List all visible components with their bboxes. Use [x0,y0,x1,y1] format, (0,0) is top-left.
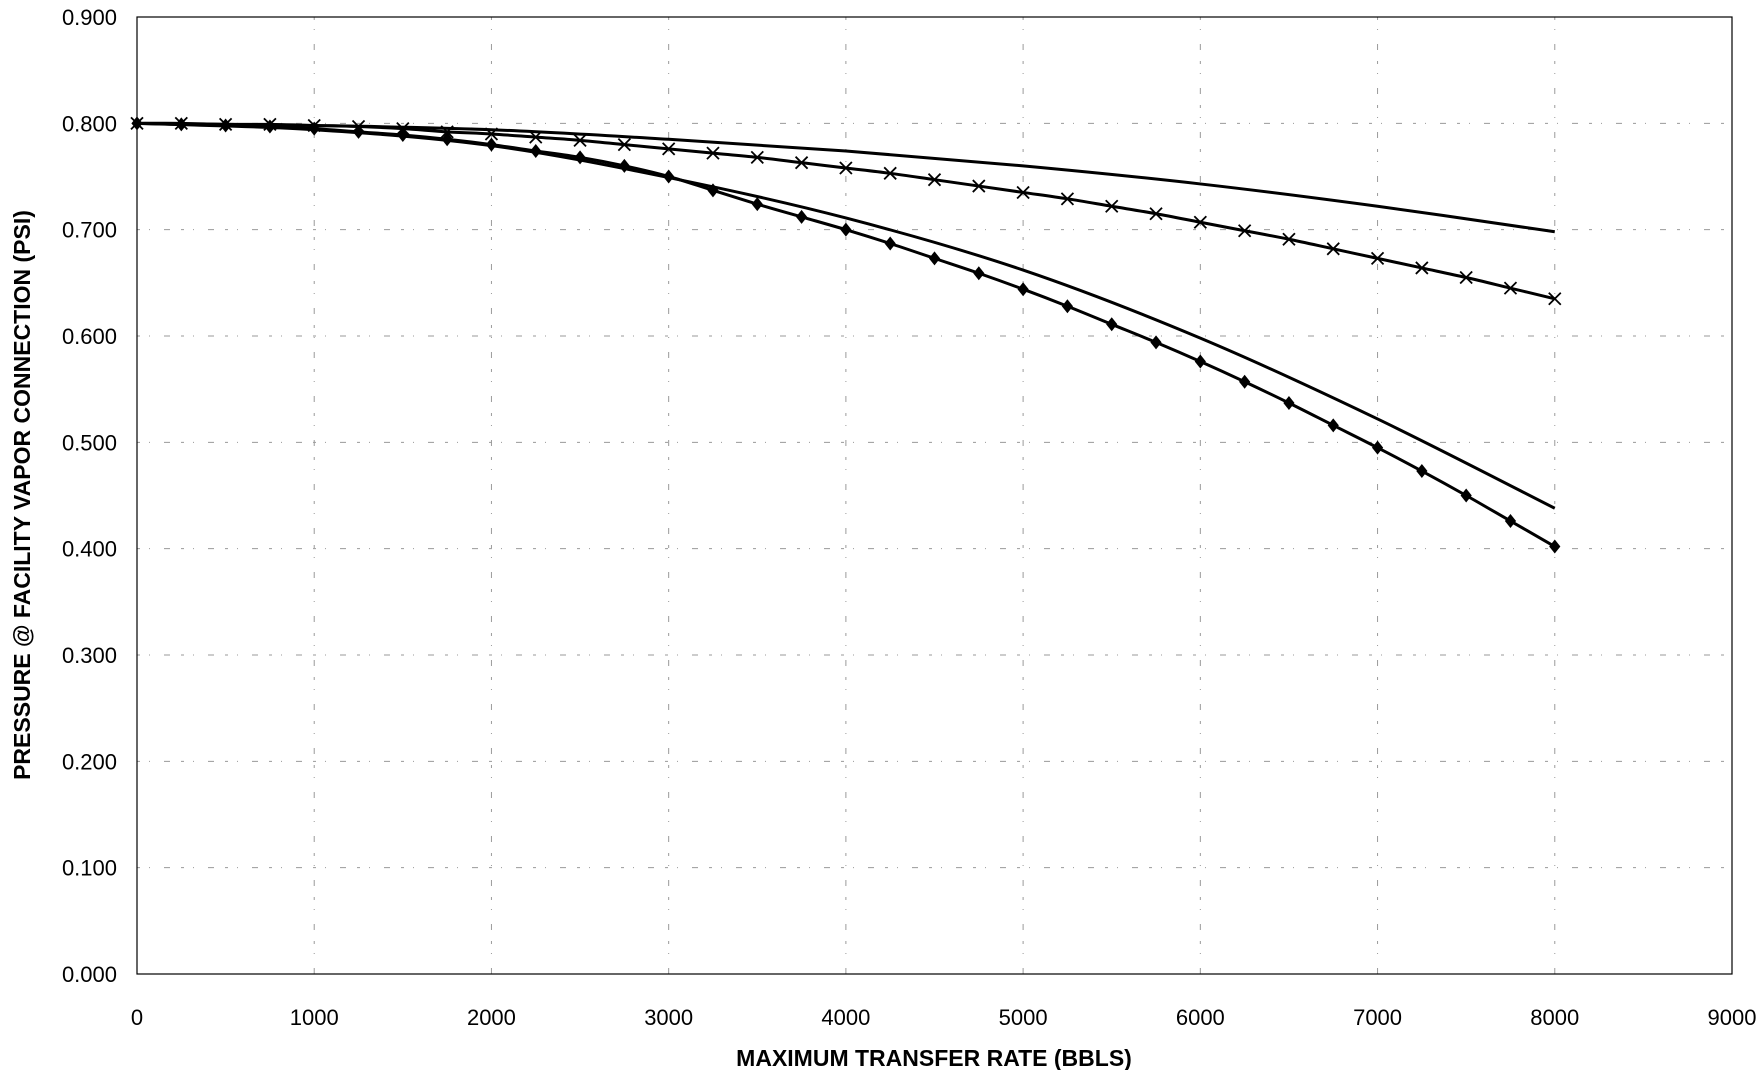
diamond-marker [1327,418,1339,433]
diamond-marker [352,124,365,139]
x-marker [1459,270,1473,285]
y-tick-label: 0.900 [62,5,117,30]
diamond-marker [1194,354,1206,369]
diamond-marker [264,119,276,134]
diamond-marker [175,117,187,132]
diamond-marker [1504,514,1517,529]
series-layer [136,121,1556,548]
diamond-marker [397,128,409,143]
x-tick-label: 8000 [1530,1005,1579,1030]
x-tick-label: 9000 [1708,1005,1757,1030]
x-tick-labels: 0 1000 2000 3000 4000 5000 6000 7000 8000 9000 [131,1005,1757,1030]
x-marker [662,142,676,156]
y-tick-label: 0.100 [62,856,117,881]
diamond-marker [751,197,763,212]
diamond-marker [1371,440,1384,455]
x-marker [794,156,809,170]
diamond-marker [973,266,985,281]
diamond-marker [1416,464,1428,479]
x-marker [617,137,631,152]
diamond-marker [618,158,630,173]
diamond-marker [220,118,232,133]
x-marker [1548,292,1562,306]
x-tick-label: 6000 [1176,1005,1225,1030]
diamond-marker [1460,488,1472,503]
y-tick-label: 0.200 [62,749,117,774]
x-marker [440,125,454,139]
x-marker [1149,207,1163,221]
diamond-marker [884,236,896,251]
diamond-marker [530,143,542,158]
diamond-marker [1283,395,1295,410]
y-tick-label: 0.400 [62,537,117,562]
x-marker [1503,281,1518,295]
diamond-marker [1549,539,1561,554]
x-marker [750,150,764,164]
diamond-marker [441,132,453,147]
y-tick-label: 0.700 [62,218,117,243]
diamond-marker [1017,282,1029,297]
diamond-marker [1061,299,1074,314]
x-axis-title: MAXIMUM TRANSFER RATE (BBLS) [736,1045,1132,1070]
x-marker [1105,199,1119,213]
diamond-marker [308,121,320,136]
x-marker [1060,192,1075,206]
x-marker [1282,232,1296,246]
diamond-marker [663,169,675,184]
y-tick-label: 0.300 [62,643,117,668]
diamond-marker [131,116,143,131]
x-tick-label: 7000 [1353,1005,1402,1030]
x-marker [1370,251,1385,266]
y-tick-label: 0.800 [62,111,117,136]
y-tick-label: 0.600 [62,324,117,349]
x-marker [706,146,720,160]
diamond-marker [795,209,808,224]
x-tick-label: 5000 [999,1005,1048,1030]
x-marker [927,173,942,187]
x-marker [484,127,499,141]
y-axis-title: PRESSURE @ FACILITY VAPOR CONNECTION (PS… [9,210,35,780]
diamond-marker [928,251,941,266]
x-tick-label: 3000 [644,1005,693,1030]
diamond-marker [1150,335,1162,350]
grid-lines [137,17,1732,974]
marker-layer [130,116,1562,554]
diamond-marker [1106,317,1118,332]
x-marker [839,161,853,175]
y-tick-label: 0.500 [62,430,117,455]
diamond-marker [574,150,586,165]
x-tick-label: 1000 [290,1005,339,1030]
x-tick-label: 4000 [821,1005,870,1030]
x-marker [972,179,986,193]
x-marker [1415,261,1429,275]
x-marker [1238,224,1252,238]
x-tick-label: 0 [131,1005,143,1030]
plot-frame [136,16,1733,975]
y-tick-label: 0.000 [62,962,117,987]
diamond-marker [485,137,498,152]
diamond-marker [1239,374,1251,389]
x-marker [1326,242,1340,256]
x-marker [883,166,897,180]
x-marker [573,133,587,147]
diamond-marker [707,183,719,198]
y-tick-labels: 0.000 0.100 0.200 0.300 0.400 0.500 0.600 0.700… [62,5,117,987]
series-line-4 [136,121,1556,548]
x-marker [1193,215,1207,229]
diamond-marker [840,222,852,237]
x-tick-label: 2000 [467,1005,516,1030]
x-marker [1016,185,1030,200]
x-marker [529,130,543,144]
